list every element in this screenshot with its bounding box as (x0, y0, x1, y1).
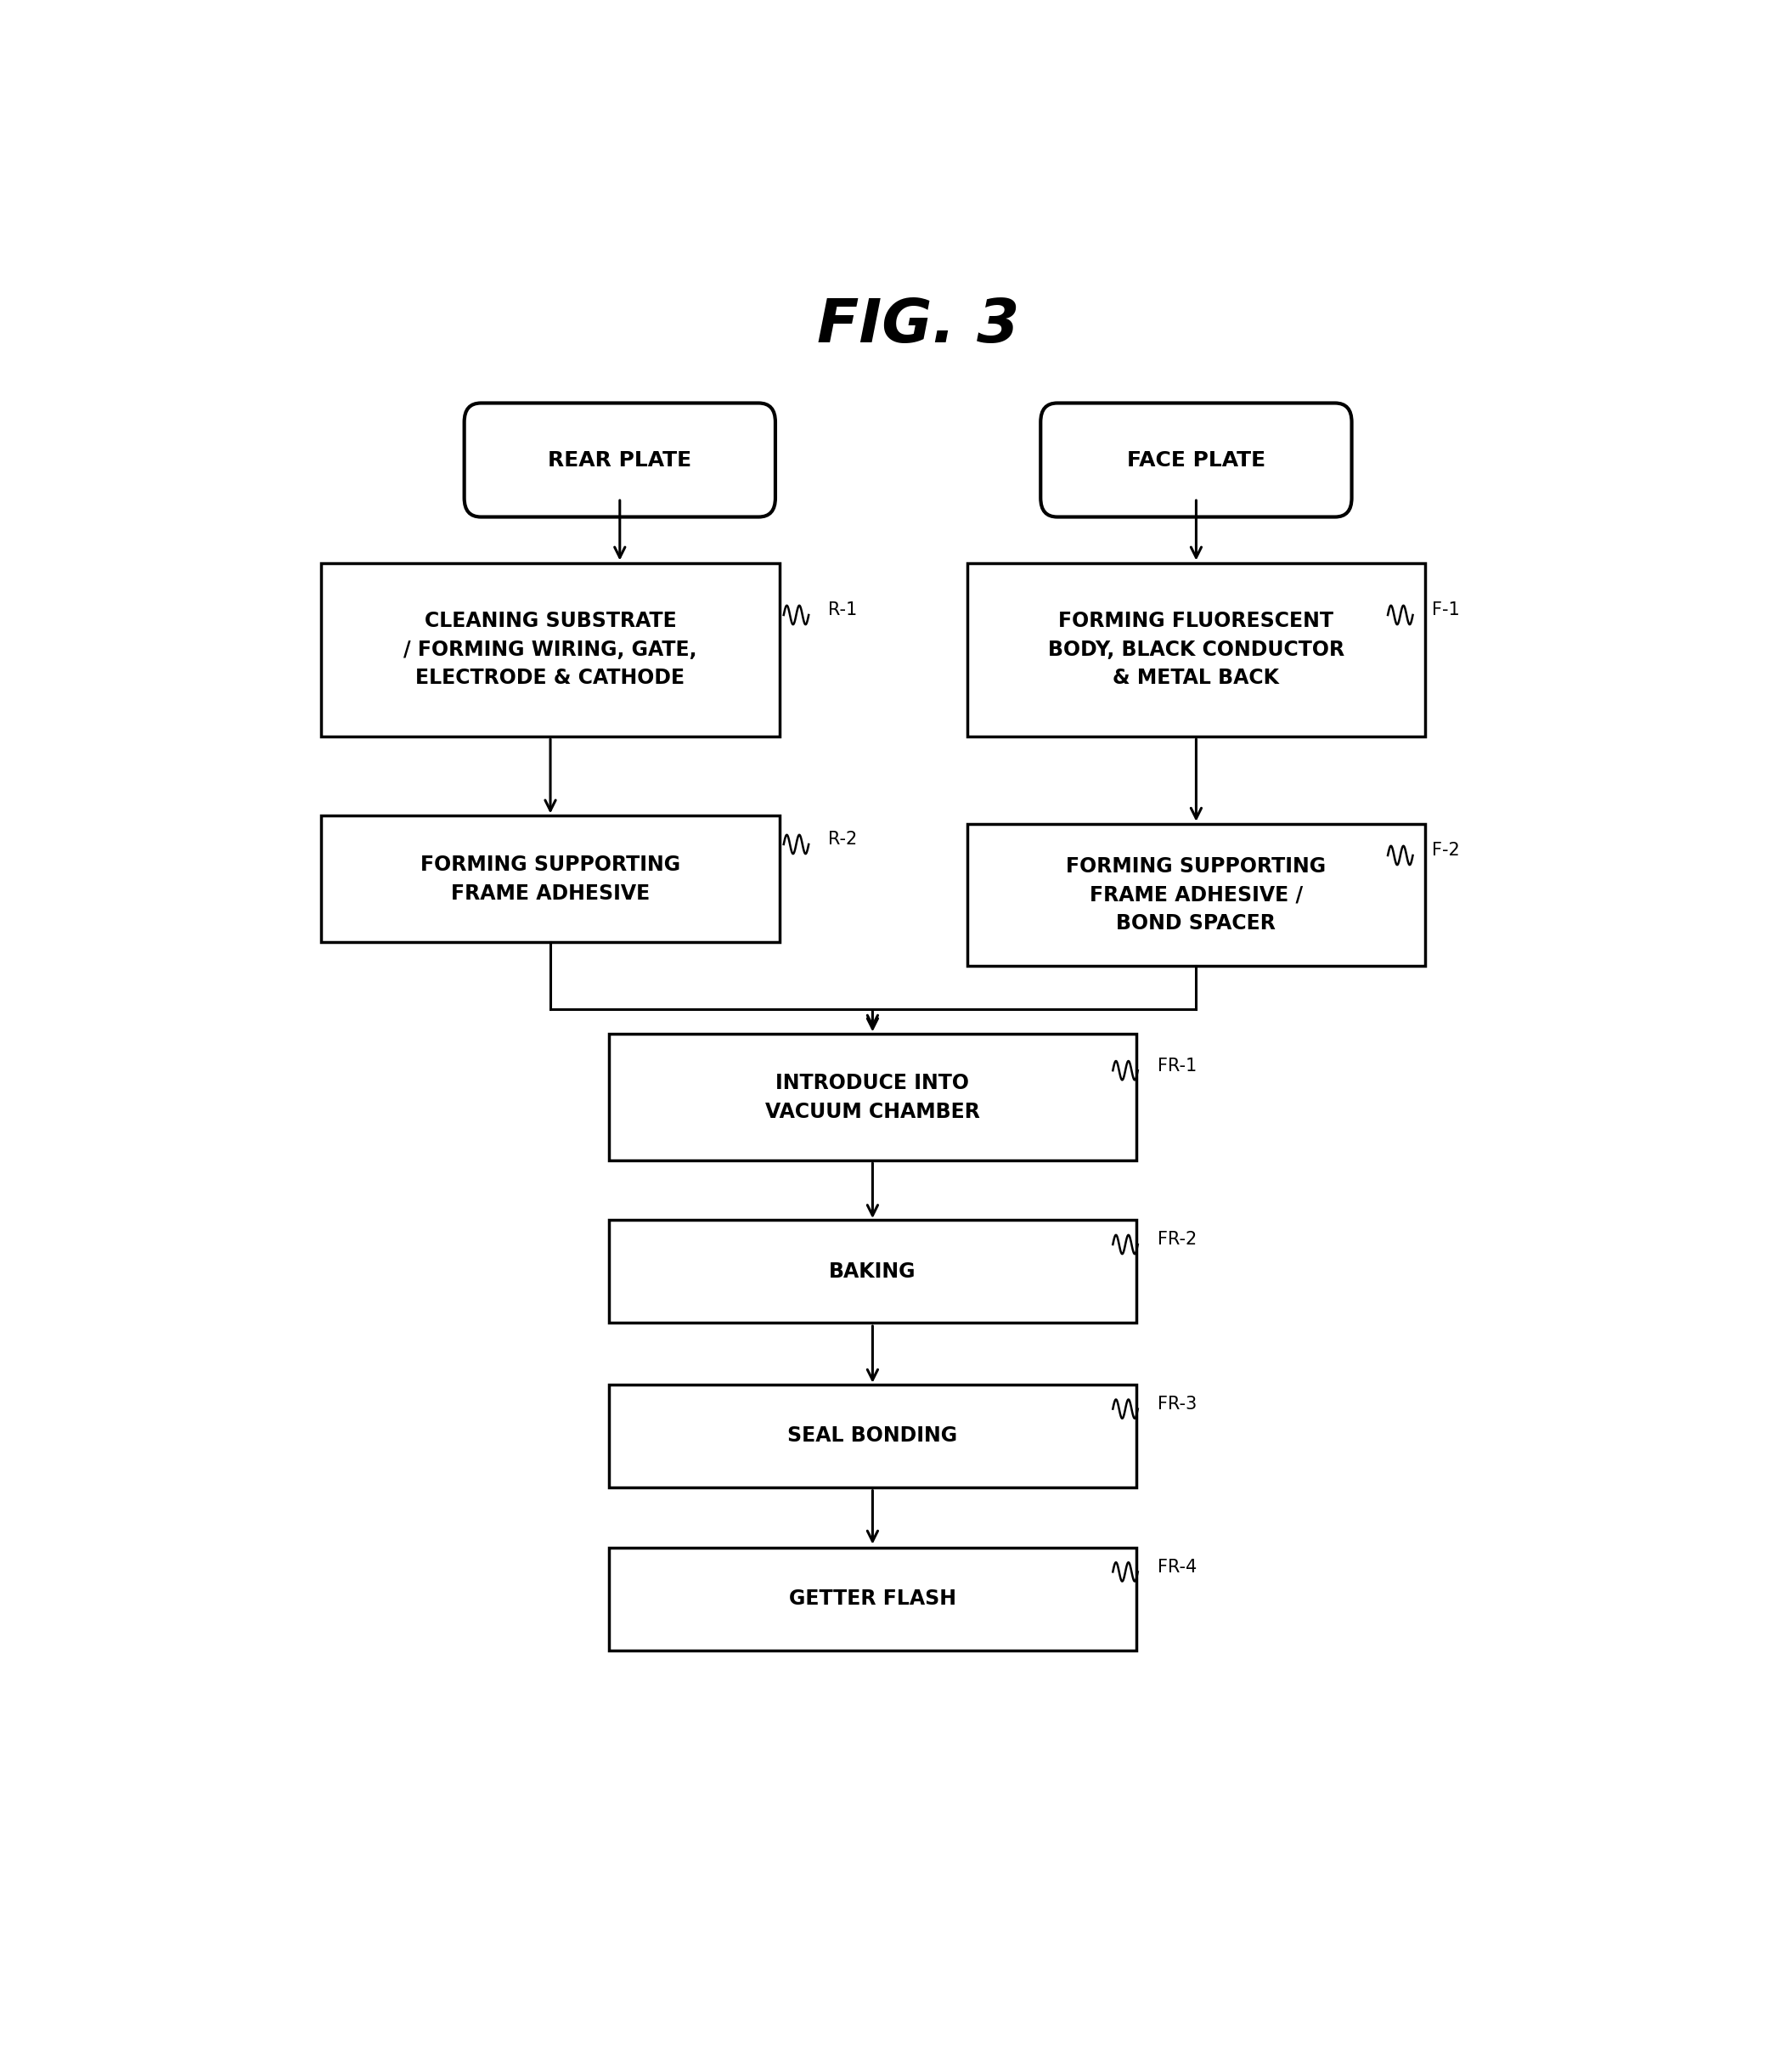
Text: FORMING SUPPORTING
FRAME ADHESIVE: FORMING SUPPORTING FRAME ADHESIVE (421, 854, 681, 904)
FancyBboxPatch shape (609, 1220, 1136, 1323)
Text: R-2: R-2 (828, 832, 857, 848)
Text: FR-2: FR-2 (1158, 1230, 1197, 1249)
Text: INTRODUCE INTO
VACUUM CHAMBER: INTRODUCE INTO VACUUM CHAMBER (765, 1072, 980, 1121)
FancyBboxPatch shape (321, 563, 780, 737)
Text: FORMING FLUORESCENT
BODY, BLACK CONDUCTOR
& METAL BACK: FORMING FLUORESCENT BODY, BLACK CONDUCTO… (1048, 612, 1344, 688)
Text: FIG. 3: FIG. 3 (817, 296, 1020, 355)
Text: F-2: F-2 (1432, 842, 1460, 859)
FancyBboxPatch shape (609, 1384, 1136, 1487)
Text: FR-4: FR-4 (1158, 1559, 1197, 1575)
Text: R-1: R-1 (828, 602, 857, 618)
Text: REAR PLATE: REAR PLATE (548, 450, 692, 470)
Text: SEAL BONDING: SEAL BONDING (788, 1425, 957, 1446)
Text: FORMING SUPPORTING
FRAME ADHESIVE /
BOND SPACER: FORMING SUPPORTING FRAME ADHESIVE / BOND… (1066, 857, 1326, 935)
FancyBboxPatch shape (1041, 403, 1351, 518)
Text: FACE PLATE: FACE PLATE (1127, 450, 1265, 470)
Text: FR-1: FR-1 (1158, 1058, 1197, 1074)
FancyBboxPatch shape (968, 824, 1425, 965)
Text: BAKING: BAKING (830, 1261, 916, 1282)
Text: FR-3: FR-3 (1158, 1397, 1197, 1413)
FancyBboxPatch shape (321, 815, 780, 943)
FancyBboxPatch shape (609, 1547, 1136, 1649)
Text: F-1: F-1 (1432, 602, 1460, 618)
Text: CLEANING SUBSTRATE
/ FORMING WIRING, GATE,
ELECTRODE & CATHODE: CLEANING SUBSTRATE / FORMING WIRING, GAT… (403, 612, 697, 688)
FancyBboxPatch shape (464, 403, 776, 518)
Text: GETTER FLASH: GETTER FLASH (788, 1588, 957, 1608)
FancyBboxPatch shape (968, 563, 1425, 737)
FancyBboxPatch shape (609, 1033, 1136, 1161)
